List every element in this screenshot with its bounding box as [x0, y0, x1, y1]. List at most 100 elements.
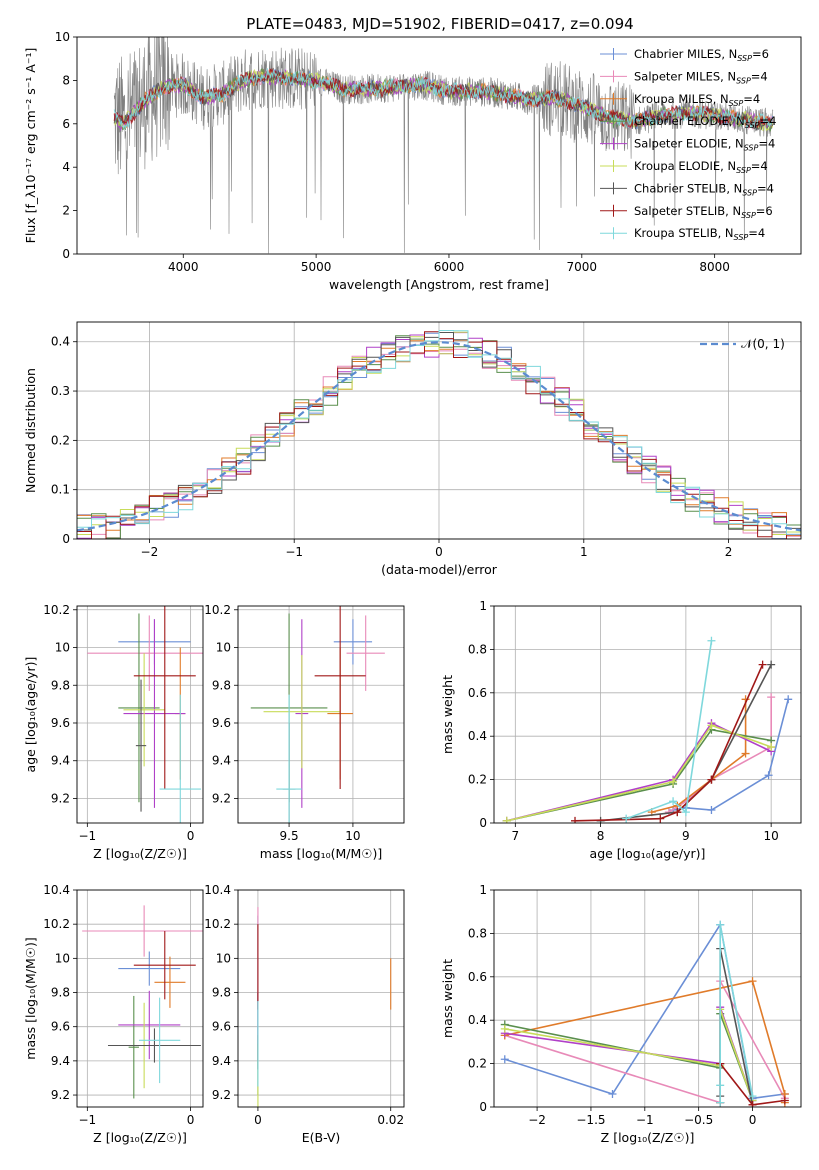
age-vs-mass-ytick-label: 10.2 — [204, 603, 231, 617]
errorbar-point — [123, 619, 186, 808]
weight-vs-z-xtick-label: −2 — [528, 1113, 546, 1127]
mass-vs-ebv-frame — [237, 889, 405, 1108]
age-vs-z-ytick-label: 9.8 — [51, 678, 70, 692]
spectrum-xtick-label: 4000 — [168, 260, 199, 274]
spectrum-model-line — [113, 68, 773, 130]
weight-vs-age-ylabel: mass weight — [440, 675, 455, 754]
age-vs-z-xlabel: Z [log₁₀(Z/Z☉)] — [93, 846, 187, 861]
weight-series-marker — [707, 775, 716, 784]
mass-vs-ebv-ytick-label: 9.6 — [212, 1020, 231, 1034]
weight-vs-age-xtick-label: 7 — [511, 829, 519, 843]
weight-series-line — [506, 724, 772, 822]
spectrum-ytick-label: 8 — [62, 73, 70, 87]
mass-vs-z-ytick-label: 10 — [55, 951, 70, 965]
mass-vs-ebv-xlabel: E(B-V) — [302, 1130, 341, 1145]
residuals-legend: 𝒩(0, 1) — [700, 337, 785, 351]
legend-label: Chabrier MILES, NSSP=6 — [634, 47, 769, 63]
weight-vs-age-ytick-label: 0.6 — [468, 686, 487, 700]
age-vs-mass-ytick-label: 9.4 — [212, 754, 231, 768]
weight-series-line — [651, 699, 747, 813]
weight-series-marker — [767, 743, 776, 752]
weight-vs-z-plot-area — [494, 890, 801, 1107]
figure-title: PLATE=0483, MJD=51902, FIBERID=0417, z=0… — [246, 15, 633, 33]
weight-vs-z-ytick-label: 0.4 — [468, 1013, 487, 1027]
age-vs-mass-axes: 9.5 10 9.2 9.4 9.6 9.8 10 10.2 mass [log₁₀(M/M☉)… — [204, 603, 405, 861]
residual-histogram — [77, 331, 801, 535]
legend-label: Kroupa MILES, NSSP=4 — [634, 92, 760, 108]
residuals-xtick-label: 0 — [435, 545, 443, 559]
weight-vs-age-ytick-label: 0.8 — [468, 642, 487, 656]
weight-series-line — [504, 1006, 754, 1101]
weight-vs-age-xtick-label: 8 — [597, 829, 605, 843]
weight-vs-z-ytick-label: 1 — [479, 883, 487, 897]
weight-series-line — [668, 697, 772, 813]
weight-vs-z-axes: −2 −1.5 −1 −0.5 0 0 0.2 0.4 0.6 0.8 1 Z [log₁₀(Z/Z☉… — [440, 883, 802, 1145]
weight-series-marker — [673, 808, 682, 817]
weight-vs-age-axes: 7 8 9 10 0 0.2 0.4 0.6 0.8 1 age [log₁₀(age/yr)] ma… — [440, 599, 802, 861]
age-vs-z-xtick-label: −1 — [78, 829, 96, 843]
weight-vs-z-ytick-label: 0.8 — [468, 926, 487, 940]
errorbar-point — [333, 619, 373, 665]
errorbar-point — [118, 613, 160, 803]
spectrum-plot-area — [113, 37, 774, 254]
age-vs-mass-xtick-label: 9.5 — [280, 829, 299, 843]
weight-series-marker — [716, 1081, 725, 1090]
residuals-ytick-label: 0.1 — [51, 483, 70, 497]
age-vs-z-ytick-label: 9.2 — [51, 791, 70, 805]
residuals-xtick-label: 2 — [725, 545, 733, 559]
weight-series-line — [625, 640, 713, 820]
weight-series-marker — [767, 660, 776, 669]
residuals-xtick-label: −2 — [141, 545, 159, 559]
weight-vs-age-ytick-label: 0.4 — [468, 729, 487, 743]
mass-vs-ebv-ytick-label: 9.8 — [212, 986, 231, 1000]
residuals-ytick-label: 0.4 — [51, 335, 70, 349]
errorbar-point — [133, 606, 196, 790]
spectrum-xlabel: wavelength [Angstrom, rest frame] — [329, 277, 549, 292]
mass-vs-z-xlabel: Z [log₁₀(Z/Z☉)] — [93, 1130, 187, 1145]
weight-series-marker — [716, 1098, 725, 1107]
weight-vs-z-ylabel: mass weight — [440, 959, 455, 1038]
weight-series-marker — [656, 814, 665, 823]
weight-series-line — [506, 728, 772, 822]
residuals-axes: −2 −1 0 1 2 0 0.1 0.2 0.3 0.4 (data-model)/error No… — [23, 321, 802, 577]
weight-vs-age-frame — [493, 605, 802, 824]
weight-vs-z-frame — [493, 889, 802, 1108]
spectrum-ytick-label: 10 — [55, 30, 70, 44]
errorbar-point — [123, 653, 165, 767]
age-vs-z-ytick-label: 10 — [55, 641, 70, 655]
weight-series-marker — [500, 1055, 509, 1064]
mass-vs-ebv-ytick-label: 9.2 — [212, 1088, 231, 1102]
weight-series-marker — [669, 777, 678, 786]
weight-vs-z-xtick-label: −0.5 — [684, 1113, 713, 1127]
residuals-ytick-label: 0 — [62, 532, 70, 546]
weight-series-line — [504, 1009, 754, 1101]
weight-vs-z-ytick-label: 0 — [479, 1100, 487, 1114]
weight-series-marker — [748, 1100, 757, 1107]
weight-vs-age-ytick-label: 0.2 — [468, 773, 487, 787]
spectrum-axes: 4000 5000 6000 7000 8000 0 2 4 6 8 10 wavelength [A… — [23, 30, 802, 292]
weight-series-line — [719, 924, 754, 1103]
weight-series-marker — [669, 797, 678, 806]
legend-label: Salpeter ELODIE, NSSP=4 — [634, 137, 775, 153]
mass-vs-ebv-ytick-label: 10.4 — [204, 883, 231, 897]
weight-series-marker — [608, 1089, 617, 1098]
errorbar-point — [107, 1028, 201, 1063]
weight-vs-z-xtick-label: −1 — [636, 1113, 654, 1127]
age-vs-z-ytick-label: 9.6 — [51, 716, 70, 730]
errorbar-point — [314, 606, 366, 790]
mass-vs-ebv-ytick-label: 10 — [216, 951, 231, 965]
spectrum-xtick-label: 7000 — [567, 260, 598, 274]
age-vs-mass-xtick-label: 10 — [345, 829, 360, 843]
mass-vs-ebv-xtick-label: 0 — [254, 1113, 262, 1127]
spectrum-ytick-label: 0 — [62, 247, 70, 261]
weight-series-marker — [767, 693, 776, 702]
weight-series-marker — [748, 1092, 757, 1101]
spectrum-ytick-label: 2 — [62, 204, 70, 218]
age-vs-z-plot-area — [77, 606, 203, 823]
legend-label: Kroupa STELIB, NSSP=4 — [634, 226, 765, 242]
mass-vs-z-plot-area — [77, 890, 203, 1107]
age-vs-mass-frame — [237, 605, 405, 824]
spectrum-frame — [76, 36, 802, 255]
errorbar-point — [135, 679, 147, 812]
legend-label: Kroupa ELODIE, NSSP=4 — [634, 159, 768, 175]
